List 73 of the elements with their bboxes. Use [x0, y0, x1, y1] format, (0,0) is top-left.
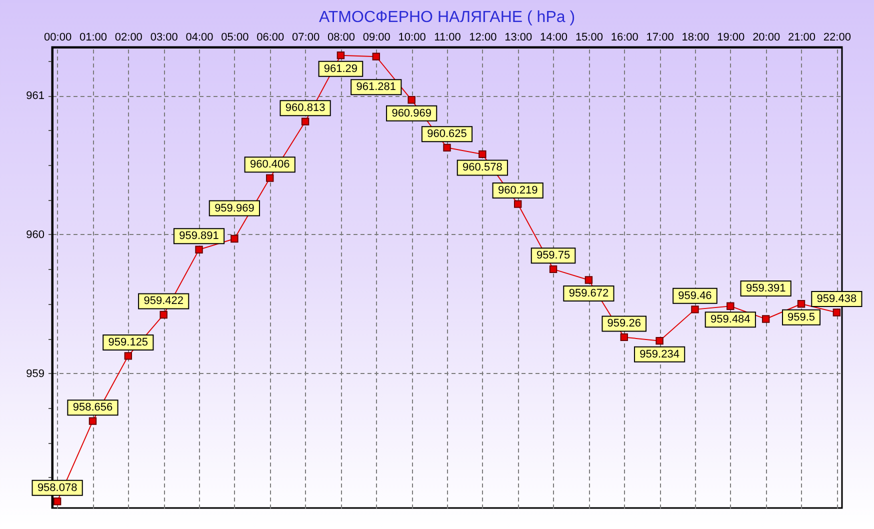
point [656, 336, 664, 345]
point [620, 333, 628, 342]
x-tick-label: 03:00 [150, 32, 178, 44]
data-label: 960.813 [285, 102, 326, 114]
y-tick-label: 961 [26, 90, 44, 102]
data-label: 959.234 [640, 348, 680, 360]
chart-title: АТМОСФЕРНО НАЛЯГАНЕ ( hPa ) [318, 9, 576, 26]
data-label: 959.438 [816, 292, 857, 305]
data-label: 959.125 [108, 336, 148, 348]
x-tick-label: 22:00 [823, 32, 851, 44]
point [549, 265, 558, 274]
data-label: 958.078 [37, 482, 78, 494]
point [797, 300, 806, 308]
point [301, 118, 310, 126]
data-label: 961.281 [356, 81, 396, 94]
x-tick-label: 14:00 [540, 32, 568, 44]
x-tick-label: 04:00 [186, 32, 214, 44]
data-label: 961.29 [324, 62, 358, 75]
point [160, 310, 168, 319]
data-label: 959.5 [787, 311, 816, 324]
data-label: 960.969 [392, 107, 432, 120]
data-label: 959.484 [710, 314, 750, 326]
data-label: 960.219 [498, 184, 538, 197]
x-tick-label: 10:00 [398, 32, 426, 44]
x-tick-label: 20:00 [752, 32, 780, 44]
x-tick-label: 19:00 [717, 32, 745, 44]
y-tick-label: 960 [26, 228, 44, 241]
data-label: 960.578 [462, 162, 502, 174]
point [336, 51, 345, 60]
x-tick-label: 18:00 [682, 32, 710, 44]
data-label: 959.969 [214, 202, 254, 214]
point [726, 302, 734, 310]
x-tick-label: 16:00 [610, 32, 638, 44]
point [195, 246, 203, 254]
point [832, 308, 841, 316]
data-label: 959.26 [607, 318, 641, 330]
x-tick-label: 12:00 [469, 32, 497, 44]
x-tick-label: 07:00 [292, 32, 320, 44]
point [514, 200, 522, 208]
data-label: 959.672 [568, 288, 609, 300]
x-tick-label: 02:00 [114, 32, 142, 44]
x-tick-label: 11:00 [434, 32, 461, 44]
data-label: 958.656 [72, 402, 113, 414]
data-label: 959.891 [179, 230, 219, 242]
point [691, 306, 699, 314]
point [478, 150, 486, 158]
data-label: 959.422 [144, 295, 184, 308]
data-label: 959.46 [678, 290, 712, 302]
x-tick-label: 15:00 [575, 32, 603, 44]
x-tick-label: 17:00 [646, 32, 674, 44]
point [124, 352, 132, 360]
point [372, 52, 380, 60]
x-tick-label: 05:00 [221, 32, 249, 44]
data-label: 960.406 [250, 158, 290, 171]
x-tick-label: 08:00 [327, 32, 355, 44]
point [408, 96, 416, 104]
x-tick-label: 06:00 [256, 32, 284, 44]
y-tick-label: 959 [26, 368, 44, 380]
point [230, 234, 238, 243]
x-tick-label: 21:00 [788, 32, 816, 44]
x-tick-label: 13:00 [504, 32, 532, 44]
x-tick-label: 00:00 [44, 32, 72, 44]
data-label: 959.391 [746, 282, 786, 295]
point [762, 315, 770, 323]
point [88, 417, 97, 425]
data-label: 959.75 [536, 250, 570, 262]
data-label: 960.625 [427, 128, 467, 140]
point [53, 497, 62, 506]
point [584, 276, 593, 284]
x-tick-label: 01:00 [79, 32, 108, 44]
point [266, 174, 274, 182]
point [443, 144, 451, 152]
x-tick-label: 09:00 [362, 32, 390, 44]
